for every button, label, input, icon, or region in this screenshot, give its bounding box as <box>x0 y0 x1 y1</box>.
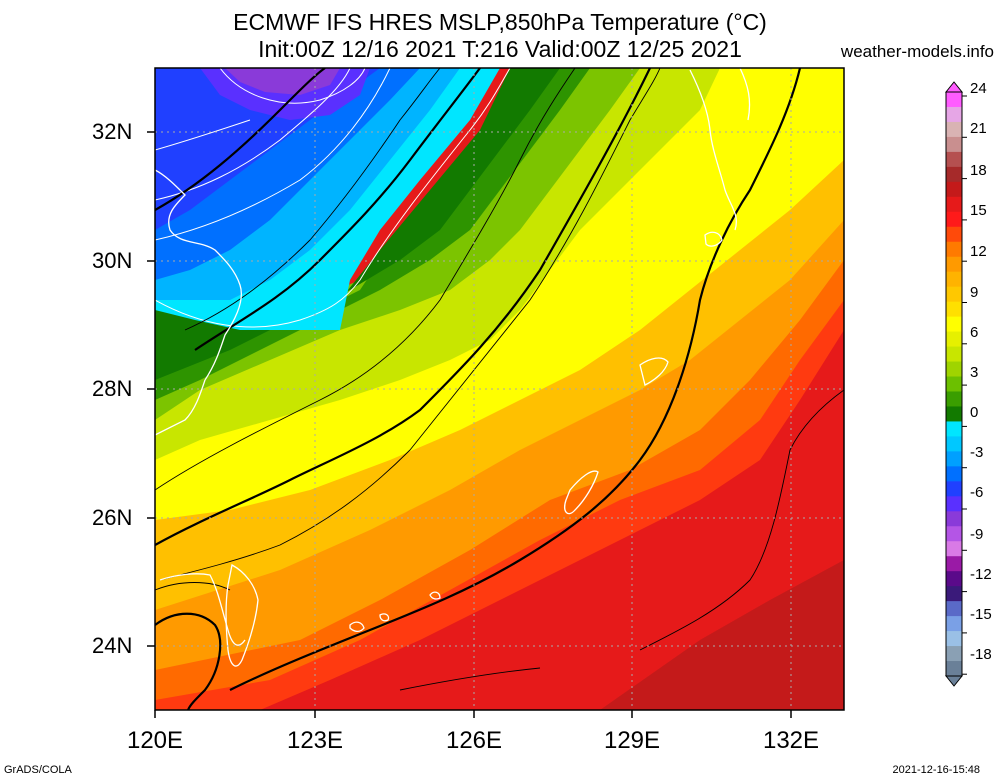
coast-kyushu-east <box>739 68 751 121</box>
colorbar-label: -9 <box>970 526 984 543</box>
lat-label-30n: 30N <box>92 248 133 273</box>
site-credit: weather-models.info <box>840 42 994 61</box>
colorbar-label: -15 <box>970 606 992 623</box>
colorbar-swatch <box>946 616 962 632</box>
colorbar-swatch <box>946 286 962 303</box>
colorbar-label: -18 <box>970 646 992 663</box>
colorbar-swatch <box>946 256 962 273</box>
colorbar-swatch <box>946 121 962 138</box>
lat-label-28n: 28N <box>92 376 133 401</box>
coast-sakishima <box>349 621 365 633</box>
colorbar-swatch <box>946 646 962 662</box>
colorbar-swatch <box>946 466 962 482</box>
colorbar-swatch <box>946 211 962 228</box>
footer-grads: GrADS/COLA <box>4 764 72 776</box>
colorbar-swatch <box>946 421 962 437</box>
colorbar-label: 12 <box>970 243 987 260</box>
colorbar-swatch <box>946 346 962 363</box>
colorbar-frame <box>945 91 963 677</box>
coastlines <box>155 68 751 667</box>
colorbar-swatch <box>946 376 962 392</box>
colorbar-swatch <box>946 226 962 243</box>
colorbar-swatch <box>946 451 962 467</box>
colorbar-swatch <box>946 526 962 542</box>
colorbar-swatch <box>946 511 962 527</box>
colorbar-swatch <box>946 196 962 213</box>
lat-label-32n: 32N <box>92 119 133 144</box>
chart-title-line1: ECMWF IFS HRES MSLP,850hPa Temperature (… <box>233 9 767 35</box>
colorbar-label: -6 <box>970 484 984 501</box>
coast-okinawa-islet <box>429 591 441 600</box>
colorbar-label: 0 <box>970 404 979 421</box>
coast-sakishima-2 <box>379 613 390 622</box>
colorbar-swatch <box>946 136 962 153</box>
coast-kyushu-islet <box>704 231 723 247</box>
chart-title-line2: Init:00Z 12/16 2021 T:216 Valid:00Z 12/2… <box>258 36 742 62</box>
colorbar-swatch <box>946 391 962 407</box>
colorbar-label: 6 <box>970 324 979 341</box>
coast-tanegashima <box>639 357 669 386</box>
colorbar-arrow-top <box>944 81 964 93</box>
coast-china-south <box>155 379 206 436</box>
colorbar-label: 15 <box>970 202 987 219</box>
field-purple <box>225 68 340 95</box>
temperature-contours <box>155 68 511 328</box>
colorbar-swatch <box>946 151 962 168</box>
lon-label-132e: 132E <box>762 727 820 754</box>
colorbar-label: -3 <box>970 444 984 461</box>
colorbar-label: 21 <box>970 120 987 137</box>
coast-china-mainland <box>155 169 242 381</box>
colorbar-swatch <box>946 436 962 452</box>
colorbar-label: 18 <box>970 162 987 179</box>
colorbar-swatch <box>946 406 962 422</box>
colorbar-swatch <box>946 166 962 183</box>
colorbar-swatch <box>946 241 962 258</box>
colorbar-swatch <box>946 271 962 288</box>
lat-label-26n: 26N <box>92 505 133 530</box>
colorbar <box>944 81 967 687</box>
coast-kyushu-west <box>689 69 737 231</box>
colorbar-label: 9 <box>970 284 979 301</box>
colorbar-swatch <box>946 571 962 587</box>
isobars-thick <box>155 68 802 710</box>
colorbar-swatch <box>946 496 962 512</box>
lon-label-123e: 123E <box>286 727 344 754</box>
lon-label-120e: 120E <box>126 727 184 754</box>
coast-taiwan <box>225 564 259 667</box>
colorbar-swatch <box>946 361 962 378</box>
lon-label-129e: 129E <box>603 727 661 754</box>
colorbar-swatch <box>946 181 962 198</box>
colorbar-swatch <box>946 556 962 572</box>
colorbar-swatch <box>946 92 962 108</box>
colorbar-label: -12 <box>970 566 992 583</box>
footer-timestamp: 2021-12-16-15:48 <box>892 764 980 776</box>
colorbar-swatch <box>946 541 962 557</box>
colorbar-swatch <box>946 661 962 677</box>
colorbar-swatch <box>946 631 962 647</box>
colorbar-arrow-bottom <box>944 675 964 687</box>
temperature-field <box>155 68 844 710</box>
colorbar-swatch <box>946 586 962 602</box>
colorbar-swatch <box>946 316 962 333</box>
colorbar-swatch <box>946 481 962 497</box>
coast-fujian <box>159 573 246 646</box>
axis-ticks <box>147 131 792 718</box>
lat-label-24n: 24N <box>92 633 133 658</box>
colorbar-swatch <box>946 106 962 123</box>
field-darkred-se <box>600 560 844 710</box>
colorbar-swatch <box>946 301 962 318</box>
colorbar-swatch <box>946 601 962 617</box>
graticule <box>155 68 844 710</box>
colorbar-label: 24 <box>970 80 987 97</box>
colorbar-swatch <box>946 331 962 348</box>
colorbar-label: 3 <box>970 364 979 381</box>
coast-amami <box>564 470 599 515</box>
lon-label-126e: 126E <box>445 727 503 754</box>
